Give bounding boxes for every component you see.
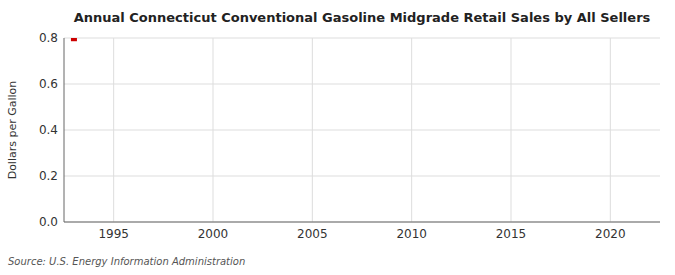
plot-area — [64, 38, 660, 222]
source: Source: U.S. Energy Information Administ… — [8, 256, 245, 267]
chart: 1995 2000 2005 2010 2015 2020 0.0 0.2 0.4 0.6 0.8 A… — [0, 0, 675, 275]
y-axis-label: Dollars per Gallon — [6, 81, 19, 180]
y-tick-label: 0.6 — [39, 77, 58, 91]
x-axis-line — [64, 222, 660, 223]
x-tick-label: 2020 — [595, 227, 626, 241]
y-grid-line — [64, 222, 660, 223]
y-tick-label: 0.0 — [39, 215, 58, 229]
y-tick-label: 0.2 — [39, 169, 58, 183]
y-tick-label: 0.4 — [39, 123, 58, 137]
data-point — [71, 38, 77, 41]
y-grid-line — [64, 84, 660, 85]
grid — [64, 38, 660, 222]
y-tick-label: 0.8 — [39, 31, 58, 45]
x-tick-label: 2005 — [297, 227, 328, 241]
y-grid-line — [64, 38, 660, 39]
title: Annual Connecticut Conventional Gasoline… — [74, 10, 651, 25]
x-tick-label: 2015 — [496, 227, 527, 241]
x-tick-labels: 1995 2000 2005 2010 2015 2020 — [98, 227, 625, 241]
y-axis-line — [64, 38, 65, 222]
y-grid-line — [64, 176, 660, 177]
y-grid-line — [64, 130, 660, 131]
x-tick-label: 2000 — [198, 227, 229, 241]
x-tick-label: 2010 — [396, 227, 427, 241]
y-tick-labels: 0.0 0.2 0.4 0.6 0.8 — [39, 31, 58, 229]
data-points — [71, 38, 77, 41]
x-tick-label: 1995 — [98, 227, 129, 241]
